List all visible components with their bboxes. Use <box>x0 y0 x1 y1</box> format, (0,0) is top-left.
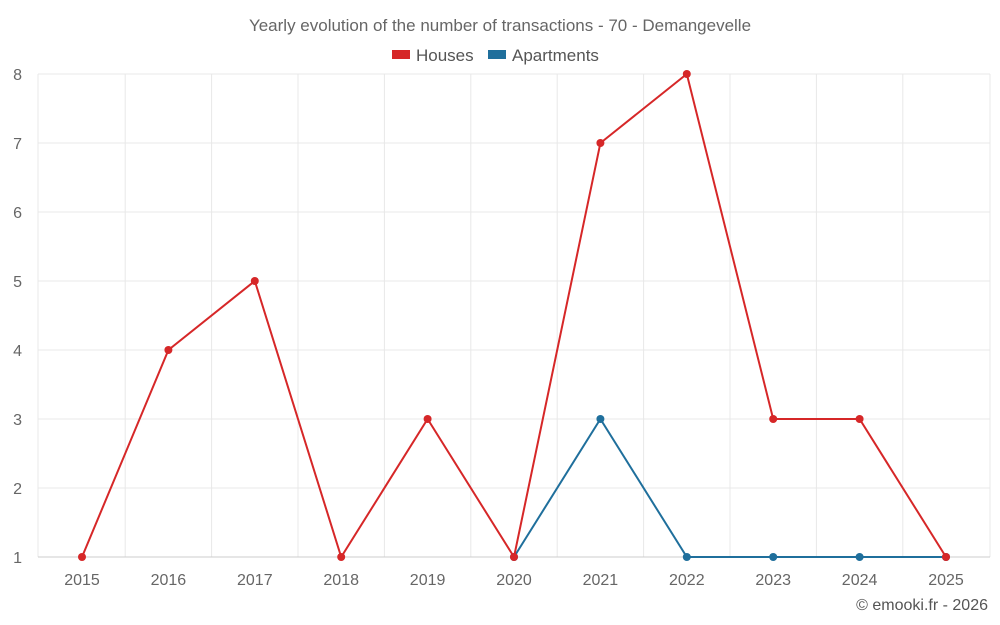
data-point-apartments[interactable] <box>596 415 605 423</box>
data-point-houses[interactable] <box>337 553 346 561</box>
y-tick-label: 1 <box>13 550 22 567</box>
x-axis: 2015 2016 2017 2018 2019 2020 2021 2022 2023 2024… <box>38 556 990 589</box>
x-tick-label: 2020 <box>496 572 532 589</box>
y-tick-label: 4 <box>13 343 22 360</box>
x-tick-label: 2017 <box>237 572 273 589</box>
y-tick-label: 5 <box>13 274 22 291</box>
data-point-apartments[interactable] <box>682 553 691 561</box>
x-tick-label: 2018 <box>323 572 359 589</box>
y-tick-label: 6 <box>13 205 22 222</box>
credit-text: © emooki.fr - 2026 <box>856 597 988 614</box>
data-point-apartments[interactable] <box>855 553 864 561</box>
data-point-apartments[interactable] <box>769 553 778 561</box>
data-point-houses[interactable] <box>423 415 432 423</box>
series-layer <box>78 70 950 561</box>
legend: Houses Apartments <box>392 46 599 65</box>
x-tick-label: 2019 <box>410 572 446 589</box>
y-tick-label: 8 <box>13 67 22 84</box>
x-tick-label: 2024 <box>842 572 878 589</box>
grid <box>37 73 991 558</box>
series-line-apartments <box>513 417 946 558</box>
y-tick-label: 7 <box>13 136 22 153</box>
data-point-houses[interactable] <box>164 346 173 354</box>
legend-label-apartments[interactable]: Apartments <box>512 46 599 65</box>
x-tick-label: 2022 <box>669 572 705 589</box>
data-point-houses[interactable] <box>250 277 259 285</box>
x-tick-label: 2021 <box>583 572 619 589</box>
data-point-houses[interactable] <box>596 139 605 147</box>
data-point-houses[interactable] <box>769 415 778 423</box>
data-point-houses[interactable] <box>942 553 950 561</box>
data-point-houses[interactable] <box>510 553 518 561</box>
legend-label-houses[interactable]: Houses <box>416 46 474 65</box>
data-point-houses[interactable] <box>682 70 691 78</box>
legend-swatch-houses <box>392 50 410 59</box>
chart-title: Yearly evolution of the number of transa… <box>249 16 751 35</box>
x-tick-label: 2015 <box>64 572 100 589</box>
y-axis: 1 2 3 4 5 6 7 8 <box>13 67 22 567</box>
x-tick-label: 2023 <box>755 572 791 589</box>
legend-swatch-apartments <box>488 50 506 59</box>
x-tick-label: 2016 <box>151 572 187 589</box>
y-tick-label: 3 <box>13 412 22 429</box>
x-tick-label: 2025 <box>928 572 964 589</box>
data-point-houses[interactable] <box>855 415 864 423</box>
data-point-houses[interactable] <box>78 553 86 561</box>
y-tick-label: 2 <box>13 481 22 498</box>
